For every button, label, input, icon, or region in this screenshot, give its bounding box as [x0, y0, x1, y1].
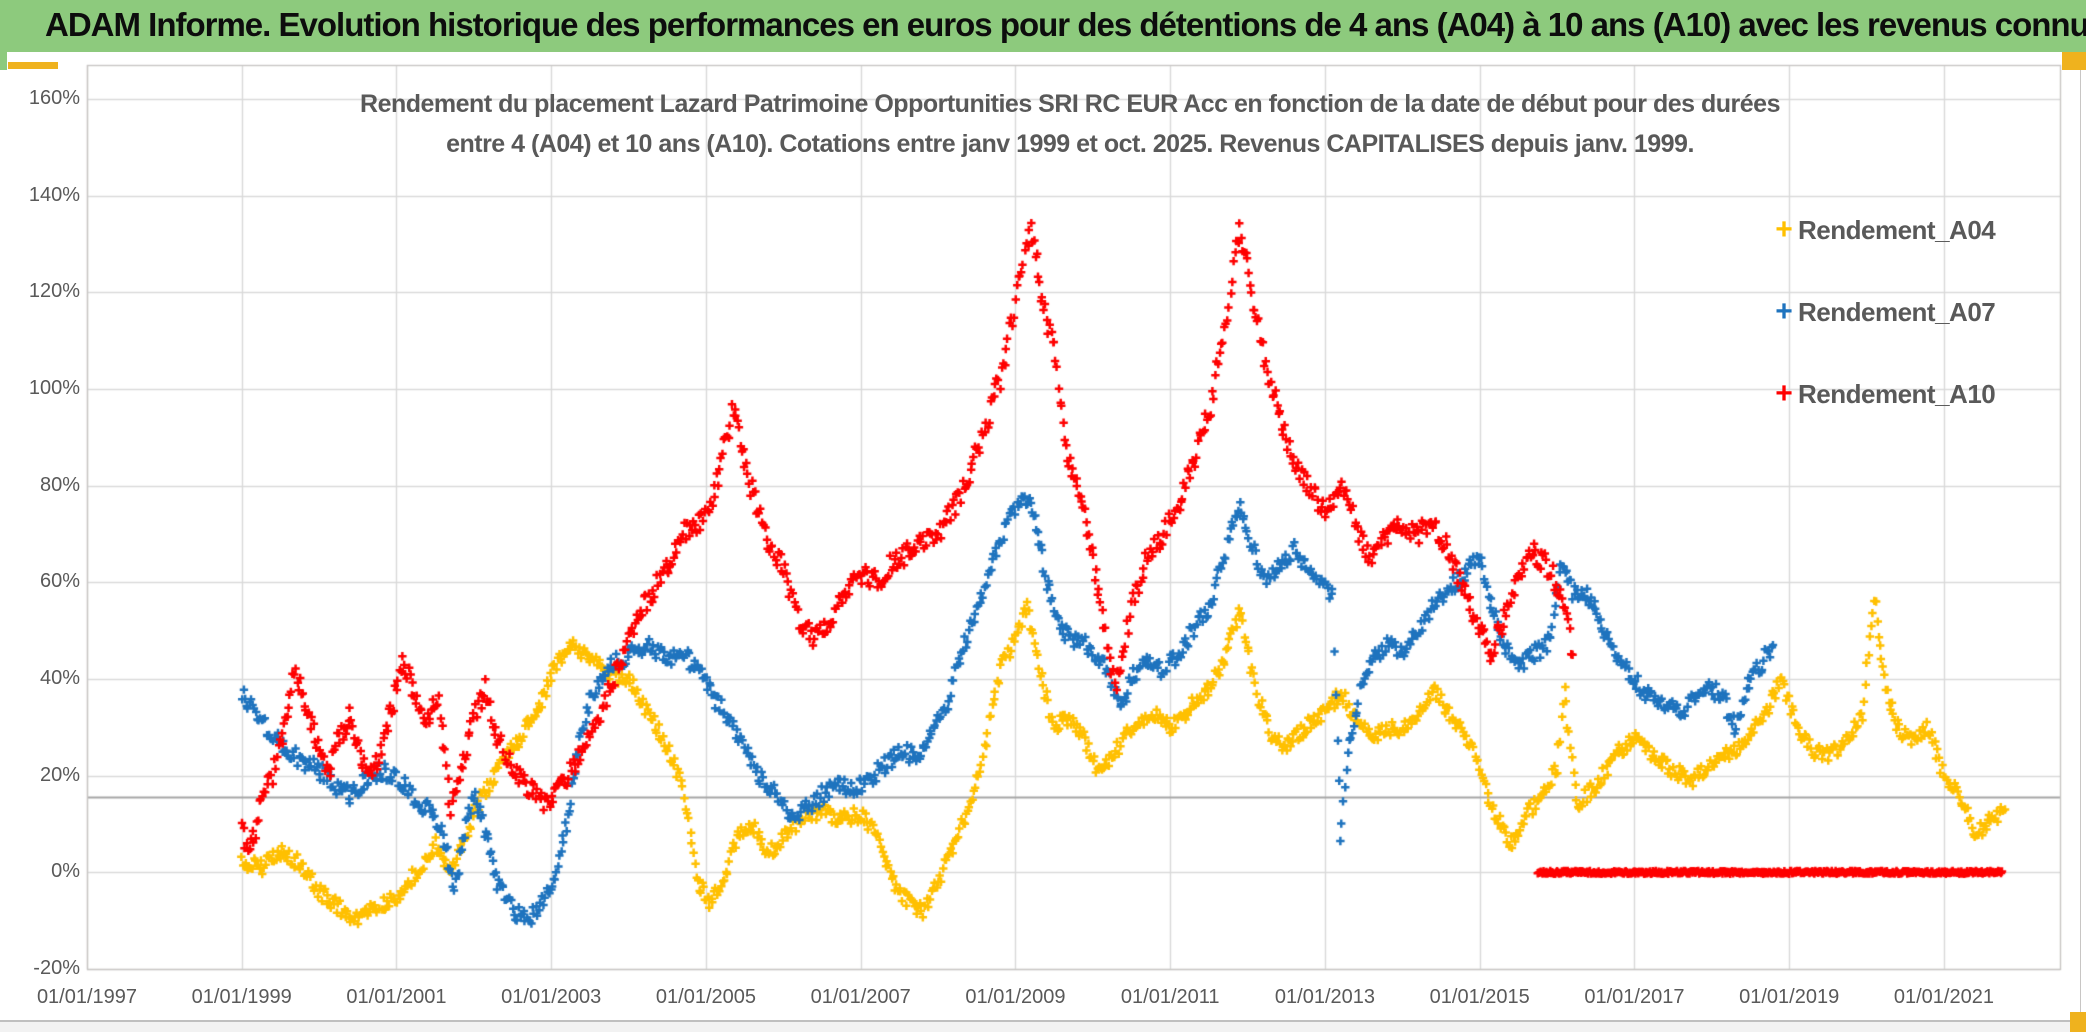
plus-marker-icon: +: [1775, 295, 1793, 328]
x-tick-label: 01/01/2001: [346, 986, 447, 1008]
gold-accent-left: [8, 62, 58, 69]
plus-marker-icon: +: [1775, 213, 1793, 246]
y-tick-label: 140%: [28, 183, 80, 206]
chart-subtitle: Rendement du placement Lazard Patrimoine…: [270, 84, 1870, 164]
x-tick-label: 01/01/1997: [36, 986, 138, 1008]
plus-marker-icon: +: [1775, 377, 1793, 410]
x-tick-label: 01/01/2019: [1739, 986, 1840, 1008]
x-tick-label: 01/01/2005: [655, 986, 757, 1008]
x-tick-label: 01/01/2017: [1584, 986, 1685, 1008]
x-tick-label: 01/01/2009: [965, 986, 1066, 1008]
y-tick-label: 20%: [39, 763, 80, 786]
y-tick-label: 40%: [39, 666, 80, 689]
y-tick-label: -20%: [33, 957, 80, 979]
x-tick-label: 01/01/1999: [191, 986, 292, 1008]
y-tick-label: 80%: [39, 473, 80, 496]
page-title: ADAM Informe. Evolution historique des p…: [45, 6, 2086, 43]
y-tick-label: 160%: [28, 86, 80, 109]
y-tick-label: 0%: [51, 860, 80, 883]
y-tick-label: 100%: [28, 376, 80, 399]
legend-label: Rendement_A04: [1798, 214, 1996, 245]
chart-subtitle-line2: entre 4 (A04) et 10 ans (A10). Cotations…: [446, 130, 1694, 158]
x-tick-label: 01/01/2015: [1429, 986, 1530, 1008]
y-tick-label: 120%: [28, 280, 80, 303]
chart-frame-right-border: [2080, 52, 2081, 1020]
x-tick-label: 01/01/2007: [810, 986, 911, 1008]
x-tick-label: 01/01/2003: [501, 986, 602, 1008]
x-tick-label: 01/01/2021: [1893, 986, 1994, 1008]
legend-item-rendement-a10: + Rendement_A10: [1770, 353, 1996, 435]
x-tick-label: 01/01/2011: [1120, 986, 1220, 1008]
title-banner: ADAM Informe. Evolution historique des p…: [0, 0, 2086, 52]
gold-accent-bottom-right: [2070, 1012, 2086, 1032]
chart-subtitle-line1: Rendement du placement Lazard Patrimoine…: [360, 90, 1780, 118]
x-tick-label: 01/01/2013: [1274, 986, 1375, 1008]
legend-label: Rendement_A07: [1798, 296, 1996, 327]
y-tick-label: 60%: [39, 570, 80, 593]
gold-accent-right: [2062, 52, 2086, 70]
legend-item-rendement-a04: + Rendement_A04: [1770, 189, 1996, 271]
legend-label: Rendement_A10: [1798, 378, 1996, 409]
chart-legend: + Rendement_A04 + Rendement_A07 + Rendem…: [1770, 189, 1996, 435]
legend-item-rendement-a07: + Rendement_A07: [1770, 271, 1996, 353]
bottom-separator: [0, 1020, 2086, 1032]
